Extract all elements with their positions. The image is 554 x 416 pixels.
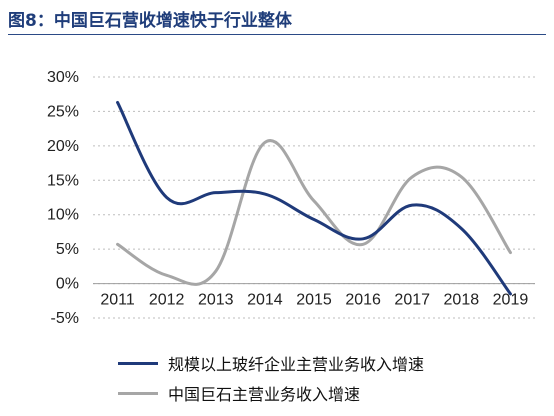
x-tick-label: 2014 xyxy=(247,292,283,309)
y-tick-label: 25% xyxy=(47,103,79,120)
legend: 规模以上玻纤企业主营业务收入增速 中国巨石主营业务收入增速 xyxy=(118,348,424,408)
y-tick-label: 30% xyxy=(47,69,79,86)
legend-swatch-jushi xyxy=(118,391,158,395)
legend-item-industry: 规模以上玻纤企业主营业务收入增速 xyxy=(118,348,424,378)
series-lines xyxy=(116,100,512,296)
y-tick-label: 10% xyxy=(47,207,79,224)
title-divider xyxy=(8,34,546,35)
y-tick-label: 20% xyxy=(47,138,79,155)
x-tick-label: 2011 xyxy=(100,292,135,309)
legend-swatch-industry xyxy=(118,361,158,365)
y-tick-label: 5% xyxy=(56,241,79,258)
x-tick-label: 2016 xyxy=(345,292,381,309)
legend-label-jushi: 中国巨石主营业务收入增速 xyxy=(168,385,361,404)
series-line-jushi xyxy=(116,139,512,286)
y-tick-label: 15% xyxy=(47,172,79,189)
legend-item-jushi: 中国巨石主营业务收入增速 xyxy=(118,378,424,408)
y-tick-label: -5% xyxy=(51,310,79,327)
x-tick-label: 2018 xyxy=(444,292,480,309)
legend-label-industry: 规模以上玻纤企业主营业务收入增速 xyxy=(168,355,425,374)
x-tick-label: 2015 xyxy=(296,292,332,309)
series-line-industry xyxy=(116,100,512,296)
x-tick-label: 2019 xyxy=(493,292,529,309)
x-tick-label: 2017 xyxy=(394,292,430,309)
gridlines xyxy=(93,76,535,319)
x-tick-label: 2013 xyxy=(198,292,234,309)
x-tick-label: 2012 xyxy=(149,292,185,309)
x-axis-ticks: 2011 2012 2013 2014 2015 2016 2017 2018 2019 xyxy=(100,292,528,309)
chart-title: 图8：中国巨石营收增速快于行业整体 xyxy=(8,11,292,31)
y-tick-label: 0% xyxy=(56,276,79,293)
y-axis-ticks: -5% 0% 5% 10% 15% 20% 25% 30% xyxy=(47,69,79,327)
